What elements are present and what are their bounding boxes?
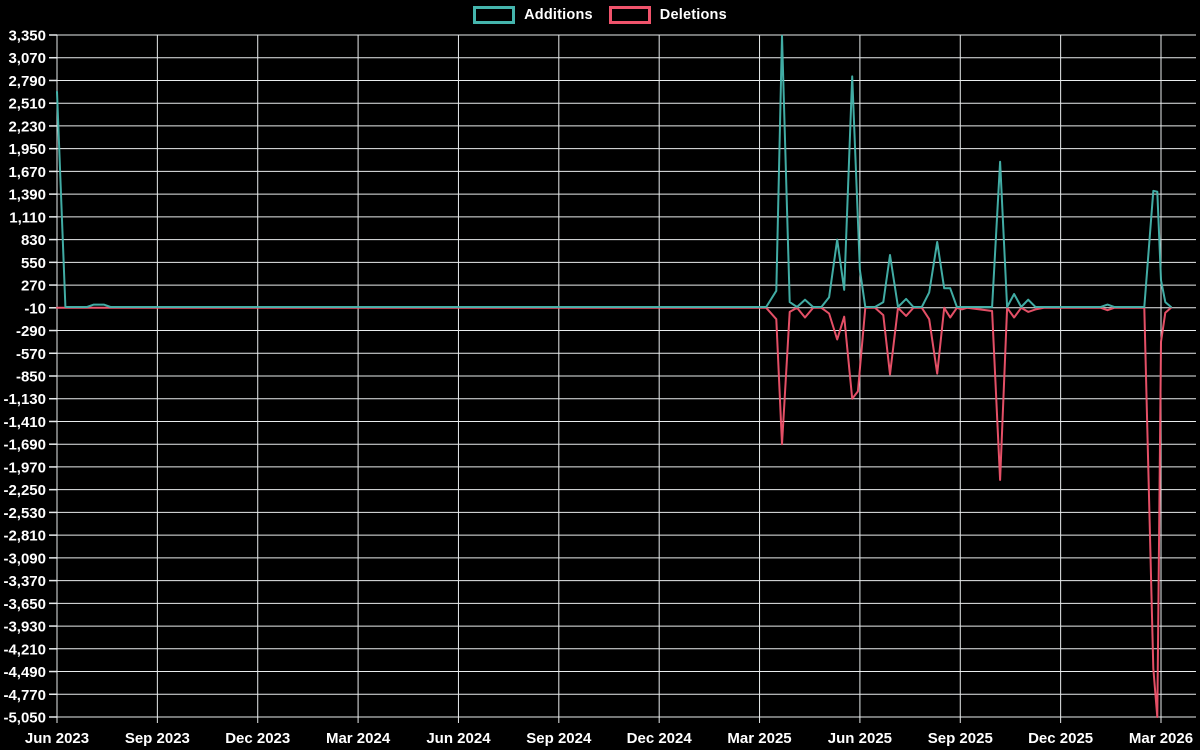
legend-label-deletions: Deletions bbox=[659, 7, 727, 23]
chart-legend: Additions Deletions bbox=[0, 6, 1200, 24]
y-tick-label: -4,210 bbox=[3, 641, 46, 658]
x-tick-label: Mar 2025 bbox=[727, 730, 791, 747]
x-tick-label: Jun 2023 bbox=[25, 730, 89, 747]
legend-item-deletions[interactable]: Deletions bbox=[608, 6, 727, 24]
y-tick-label: 830 bbox=[21, 232, 46, 249]
x-tick-label: Sep 2024 bbox=[526, 730, 592, 747]
y-tick-label: -3,370 bbox=[3, 573, 46, 590]
x-tick-label: Dec 2025 bbox=[1028, 730, 1093, 747]
x-tick-label: Dec 2023 bbox=[225, 730, 290, 747]
x-tick-label: Dec 2024 bbox=[627, 730, 693, 747]
legend-label-additions: Additions bbox=[524, 7, 593, 23]
y-tick-label: -570 bbox=[16, 346, 46, 363]
y-tick-label: -290 bbox=[16, 323, 46, 340]
y-tick-label: -3,090 bbox=[3, 550, 46, 567]
y-tick-label: 2,510 bbox=[8, 96, 46, 113]
y-tick-label: -4,490 bbox=[3, 664, 46, 681]
y-tick-label: -3,930 bbox=[3, 619, 46, 636]
y-tick-label: -1,970 bbox=[3, 459, 46, 476]
y-tick-label: 3,070 bbox=[8, 50, 46, 67]
y-tick-label: 2,790 bbox=[8, 73, 46, 90]
y-tick-label: -3,650 bbox=[3, 596, 46, 613]
x-tick-label: Sep 2023 bbox=[125, 730, 190, 747]
y-tick-label: 1,950 bbox=[8, 141, 46, 158]
additions-swatch-icon bbox=[473, 6, 516, 24]
x-tick-label: Jun 2025 bbox=[828, 730, 892, 747]
deletions-swatch-icon bbox=[608, 6, 651, 24]
y-tick-label: 1,670 bbox=[8, 164, 46, 181]
y-tick-label: 1,110 bbox=[9, 209, 46, 226]
y-tick-label: 1,390 bbox=[8, 187, 46, 204]
additions-line bbox=[56, 34, 1172, 308]
x-tick-label: Mar 2026 bbox=[1129, 730, 1193, 747]
y-tick-label: 270 bbox=[21, 278, 46, 295]
x-tick-label: Jun 2024 bbox=[426, 730, 491, 747]
y-tick-label: -1,690 bbox=[3, 437, 46, 454]
y-tick-label: -10 bbox=[24, 300, 46, 317]
y-tick-label: -4,770 bbox=[3, 687, 46, 704]
y-tick-label: 3,350 bbox=[8, 28, 46, 45]
y-tick-label: -1,410 bbox=[3, 414, 46, 431]
y-tick-label: -1,130 bbox=[3, 391, 46, 408]
x-tick-label: Sep 2025 bbox=[928, 730, 993, 747]
y-tick-label: 2,230 bbox=[8, 118, 46, 135]
y-tick-label: -2,810 bbox=[3, 528, 46, 545]
legend-item-additions[interactable]: Additions bbox=[473, 6, 593, 24]
y-tick-label: -2,530 bbox=[3, 505, 46, 522]
x-tick-label: Mar 2024 bbox=[326, 730, 391, 747]
y-tick-label: 550 bbox=[21, 255, 46, 272]
y-tick-label: -5,050 bbox=[3, 710, 46, 727]
y-tick-label: -2,250 bbox=[3, 482, 46, 499]
y-tick-label: -850 bbox=[16, 369, 46, 386]
